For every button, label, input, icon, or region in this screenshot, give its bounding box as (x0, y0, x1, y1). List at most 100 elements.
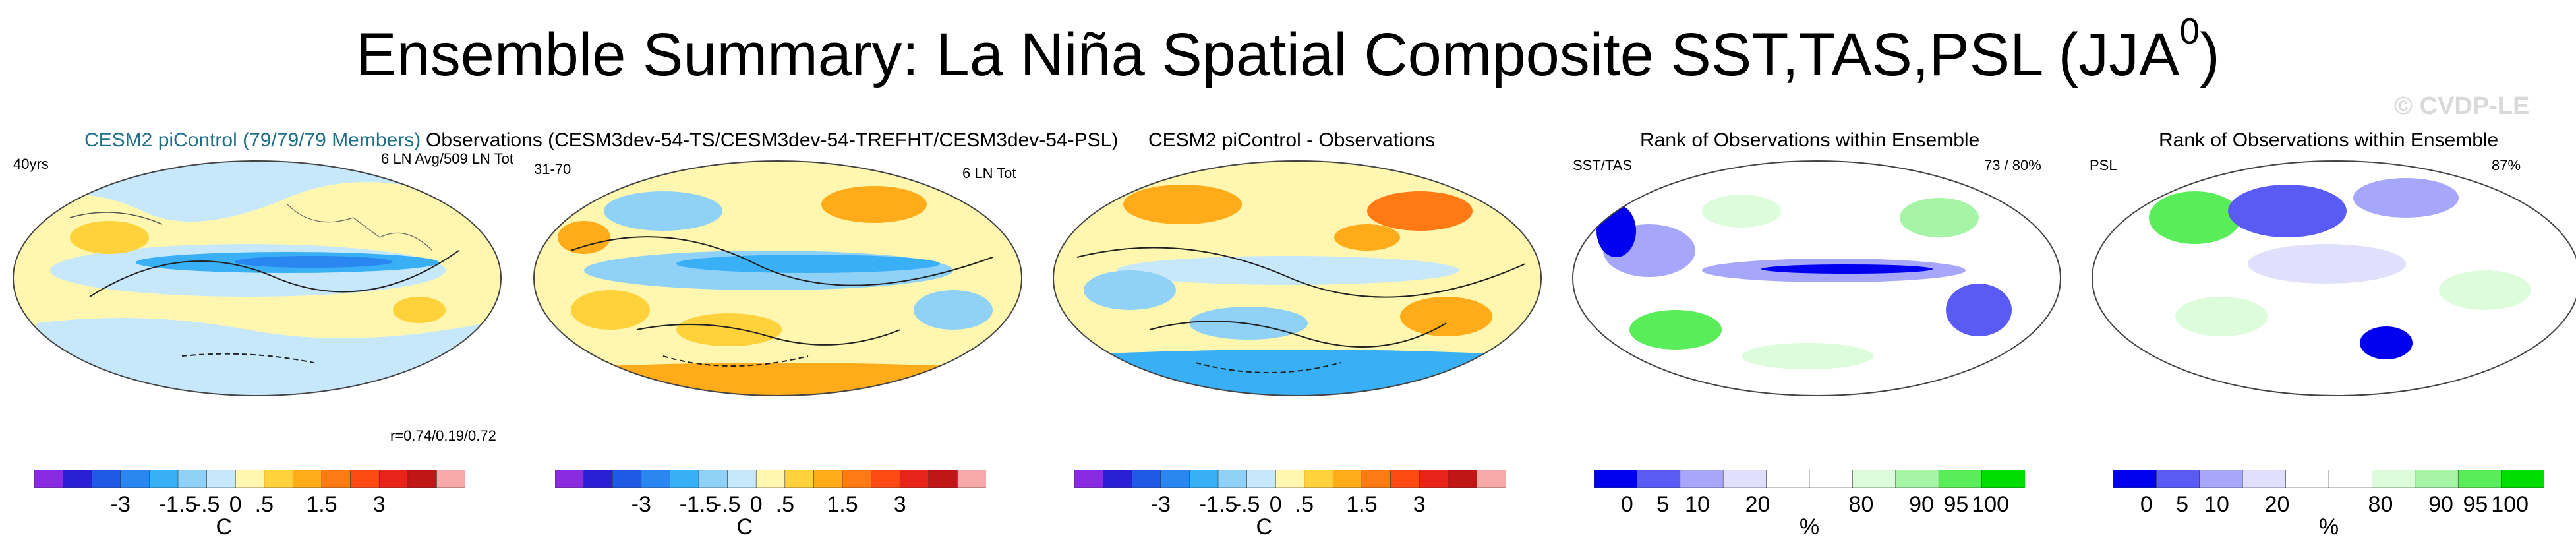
colorbar-box (1419, 470, 1449, 488)
colorbar-unit-label: % (1799, 514, 1820, 539)
colorbar-box (120, 470, 150, 488)
panel3-title: CESM2 piControl - Observations (1148, 129, 1436, 151)
colorbar-box (2242, 470, 2287, 488)
colorbar-rank-4 (1594, 470, 2025, 488)
colorbar-box (1217, 470, 1248, 488)
colorbar-box (2199, 470, 2244, 488)
colorbar-tick-label: 20 (1745, 492, 1771, 517)
colorbar-tick-label: -.5 (193, 492, 220, 517)
panel1-count-label: 6 LN Avg/509 LN Tot (381, 150, 513, 167)
colorbar-tick-label: 100 (2491, 492, 2529, 517)
colorbar-box (1160, 470, 1190, 488)
panel4-variable-label: SST/TAS (1573, 157, 1633, 173)
colorbar-tick-label: .5 (775, 492, 794, 517)
colorbar-unit-label: C (1256, 514, 1273, 539)
colorbar-box (407, 470, 438, 488)
colorbar-box (350, 470, 380, 488)
panel4-title: Rank of Observations within Ensemble (1640, 129, 1980, 151)
panel2-years-label: 31-70 (534, 161, 571, 177)
colorbar-box (1275, 470, 1305, 488)
colorbar-tick-label: 3 (893, 492, 906, 517)
colorbar-tick-label: 5 (1656, 492, 1670, 517)
panel1-title: CESM2 piControl (79/79/79 Members) (84, 129, 421, 151)
colorbar-tick-label: 0 (1620, 492, 1633, 517)
colorbar-tick-label: 1.5 (306, 492, 337, 517)
colorbar-temp-3 (1074, 470, 1506, 488)
colorbar-box (91, 470, 121, 488)
colorbar-tick-label: -.5 (1233, 492, 1260, 517)
colorbar-unit-label: % (2318, 514, 2339, 539)
colorbar-box (784, 470, 815, 488)
colorbar-box (436, 470, 465, 488)
map-observations (533, 160, 1022, 396)
colorbar-box (1981, 470, 2025, 488)
colorbar-tick-label: -3 (1150, 492, 1171, 517)
colorbar-box (177, 470, 208, 488)
colorbar-tick-label: 95 (2463, 492, 2488, 517)
map-rank-psl (2092, 160, 2576, 396)
colorbar-box (149, 470, 179, 488)
colorbar-box (264, 470, 294, 488)
colorbar-box (1594, 470, 1638, 488)
colorbar-box (321, 470, 351, 488)
colorbar-tick-label: .5 (254, 492, 274, 517)
colorbar-box (842, 470, 872, 488)
colorbar-tick-label: .5 (1295, 492, 1314, 517)
colorbar-tick-label: -3 (631, 492, 651, 517)
colorbar-box (957, 470, 986, 488)
colorbar-box (63, 470, 92, 488)
colorbar-box (1852, 470, 1896, 488)
colorbar-tick-label: 3 (372, 492, 386, 517)
colorbar-box (2501, 470, 2544, 488)
colorbar-tick-label: -1.5 (1198, 492, 1238, 517)
colorbar-tick-label: 0 (749, 492, 763, 517)
colorbar-rank-5 (2113, 470, 2544, 488)
colorbar-box (1680, 470, 1724, 488)
colorbar-box (1390, 470, 1420, 488)
colorbar-box (1333, 470, 1362, 488)
colorbar-box (2113, 470, 2157, 488)
colorbar-box (583, 470, 613, 488)
colorbar-box (2285, 470, 2329, 488)
colorbar-box (206, 470, 237, 488)
colorbar-box (293, 470, 322, 488)
map-ensemble-composite (13, 160, 502, 396)
colorbar-tick-label: 80 (1848, 492, 1874, 517)
colorbar-box (871, 470, 901, 488)
colorbar-box (34, 470, 64, 488)
colorbar-box (641, 470, 671, 488)
colorbar-box (1766, 470, 1810, 488)
colorbar-box (2415, 470, 2459, 488)
colorbar-box (1938, 470, 1983, 488)
colorbar-box (1722, 470, 1767, 488)
colorbar-unit-label: C (216, 514, 233, 539)
colorbar-box (813, 470, 843, 488)
colorbar-tick-label: 0 (2140, 492, 2153, 517)
colorbar-tick-label: 20 (2264, 492, 2290, 517)
colorbar-tick-label: 1.5 (1346, 492, 1378, 517)
colorbar-tick-label: 95 (1943, 492, 1969, 517)
colorbar-tick-label: -1.5 (679, 492, 718, 517)
colorbar-tick-label: 0 (229, 492, 242, 517)
colorbar-box (698, 470, 728, 488)
colorbar-tick-label: 5 (2176, 492, 2189, 517)
colorbar-tick-label: -.5 (714, 492, 741, 517)
colorbar-box (2156, 470, 2200, 488)
panel2-title: Observations (CESM3dev-54-TS/CESM3dev-54… (426, 129, 1119, 151)
map-difference (1053, 160, 1542, 396)
colorbar-tick-label: 90 (1909, 492, 1934, 517)
colorbar-box (928, 470, 958, 488)
colorbar-box (670, 470, 699, 488)
colorbar-box (1304, 470, 1334, 488)
colorbar-box (1477, 470, 1506, 488)
colorbar-box (1189, 470, 1219, 488)
copyright-label: © CVDP-LE (2394, 92, 2530, 120)
colorbar-box (755, 470, 786, 488)
colorbar-tick-label: -3 (110, 492, 131, 517)
colorbar-box (612, 470, 642, 488)
colorbar-box (2328, 470, 2373, 488)
colorbar-tick-label: -1.5 (158, 492, 198, 517)
colorbar-box (1809, 470, 1854, 488)
panel5-title: Rank of Observations within Ensemble (2159, 129, 2499, 151)
panel1-years-label: 40yrs (13, 156, 49, 172)
